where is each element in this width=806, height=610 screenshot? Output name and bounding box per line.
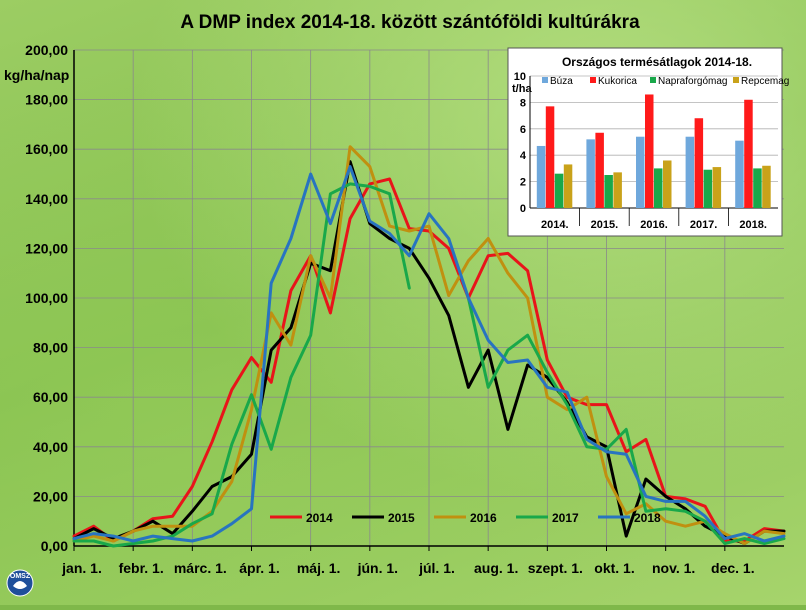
- inset-y-tick-label: 8: [520, 97, 526, 109]
- inset-bar-Búza-2016.: [636, 136, 645, 208]
- inset-bar-Búza-2015.: [586, 139, 595, 208]
- x-tick-label: okt. 1.: [594, 560, 634, 576]
- inset-bar-Repcemag-2014.: [563, 164, 573, 208]
- inset-legend-swatch-Kukorica: [590, 77, 596, 83]
- inset-bar-Kukorica-2014.: [545, 106, 555, 208]
- inset-y-axis-label: t/ha: [512, 83, 532, 95]
- chart-title: A DMP index 2014-18. között szántóföldi …: [180, 12, 640, 33]
- y-tick-label: 180,00: [25, 92, 68, 108]
- omsz-logo: OMSZ: [6, 569, 34, 597]
- y-tick-label: 60,00: [33, 389, 68, 405]
- inset-y-tick-label: 6: [520, 124, 526, 136]
- inset-x-tick-label: 2017.: [690, 219, 718, 231]
- inset-bar-Repcemag-2017.: [712, 167, 722, 208]
- series-lines: [72, 145, 786, 548]
- x-tick-label: jan. 1.: [61, 560, 102, 576]
- legend-label-2014: 2014: [306, 511, 333, 525]
- inset-title: Országos termésátlagok 2014-18.: [562, 55, 752, 69]
- inset-x-tick-label: 2018.: [739, 219, 767, 231]
- legend: 2014 2015 2016 2017 2018: [270, 511, 661, 525]
- y-tick-label: 100,00: [25, 290, 68, 306]
- y-tick-label: 200,00: [25, 42, 68, 58]
- y-tick-label: 40,00: [33, 439, 68, 455]
- x-tick-label: dec. 1.: [711, 560, 755, 576]
- series-line-2015: [72, 160, 786, 545]
- inset-chart: Országos termésátlagok 2014-18. t/ha 0 2 4…: [507, 47, 789, 237]
- inset-legend-swatch-Repcemag: [733, 77, 739, 83]
- x-tick-label: ápr. 1.: [239, 560, 279, 576]
- y-axis-label: kg/ha/nap: [4, 67, 69, 83]
- inset-bar-Kukorica-2018.: [744, 99, 753, 208]
- x-tick-label: márc. 1.: [174, 560, 227, 576]
- inset-y-tick-labels: 0 2 4 6 8 10: [514, 71, 527, 215]
- x-tick-label: máj. 1.: [297, 560, 341, 576]
- inset-bar-Napraforgómag-2017.: [703, 169, 713, 208]
- inset-bar-Napraforgómag-2016.: [654, 168, 663, 208]
- series-line-2017: [466, 296, 786, 545]
- inset-bar-Repcemag-2016.: [663, 160, 672, 208]
- legend-label-2018: 2018: [634, 511, 661, 525]
- x-tick-label: aug. 1.: [474, 560, 518, 576]
- y-tick-label: 140,00: [25, 191, 68, 207]
- y-tick-label: 20,00: [33, 488, 68, 504]
- series-line-2018: [72, 165, 786, 543]
- y-tick-labels: 0,00 20,00 40,00 60,00 80,00 100,00 120,00 140,…: [25, 42, 68, 554]
- inset-y-tick-label: 10: [514, 71, 526, 83]
- inset-x-tick-label: 2015.: [591, 219, 619, 231]
- inset-bar-Búza-2014.: [536, 145, 546, 208]
- inset-bar-Napraforgómag-2018.: [753, 168, 762, 208]
- inset-bar-Napraforgómag-2014.: [554, 173, 564, 208]
- y-tick-label: 0,00: [41, 538, 68, 554]
- x-tick-label: febr. 1.: [119, 560, 164, 576]
- x-tick-labels: jan. 1. febr. 1. márc. 1. ápr. 1. máj. 1. jún…: [61, 560, 754, 576]
- inset-legend: Búza Kukorica Napraforgómag Repcemag: [542, 76, 789, 87]
- inset-y-tick-label: 0: [520, 203, 526, 215]
- inset-bar-Repcemag-2018.: [762, 165, 771, 208]
- inset-legend-swatch-Napraforgómag: [650, 77, 656, 83]
- x-tick-label: nov. 1.: [652, 560, 695, 576]
- inset-bar-Búza-2018.: [735, 140, 744, 208]
- x-tick-label: júl. 1.: [418, 560, 455, 576]
- inset-legend-label-Kukorica: Kukorica: [598, 76, 637, 87]
- legend-label-2017: 2017: [552, 511, 579, 525]
- logo-text: OMSZ: [10, 573, 31, 580]
- inset-x-tick-label: 2016.: [640, 219, 668, 231]
- inset-x-tick-labels: 2014. 2015. 2016. 2017. 2018.: [541, 219, 767, 231]
- inset-legend-label-Repcemag: Repcemag: [741, 76, 789, 87]
- inset-bar-Napraforgómag-2015.: [604, 175, 613, 208]
- inset-legend-swatch-Búza: [542, 77, 548, 83]
- inset-y-tick-label: 4: [520, 150, 527, 162]
- series-line-2016: [72, 145, 786, 545]
- y-tick-label: 160,00: [25, 141, 68, 157]
- inset-bar-Kukorica-2015.: [595, 132, 604, 208]
- inset-bars: [536, 94, 771, 208]
- inset-bar-Kukorica-2016.: [645, 94, 654, 208]
- grid: [73, 49, 784, 551]
- inset-bar-Repcemag-2015.: [613, 172, 622, 208]
- inset-legend-label-Napraforgómag: Napraforgómag: [658, 76, 727, 87]
- inset-bar-Kukorica-2017.: [694, 118, 704, 208]
- legend-label-2015: 2015: [388, 511, 415, 525]
- inset-y-tick-label: 2: [520, 177, 526, 189]
- logo-wave-icon: [13, 581, 27, 589]
- legend-label-2016: 2016: [470, 511, 497, 525]
- inset-bar-Búza-2017.: [685, 136, 695, 208]
- y-tick-label: 120,00: [25, 240, 68, 256]
- y-tick-label: 80,00: [33, 340, 68, 356]
- inset-legend-label-Búza: Búza: [550, 76, 573, 87]
- x-tick-label: szept. 1.: [528, 560, 583, 576]
- series-line-2017: [72, 182, 411, 548]
- x-tick-label: jún. 1.: [357, 560, 398, 576]
- inset-x-tick-label: 2014.: [541, 219, 569, 231]
- axes: [73, 50, 784, 547]
